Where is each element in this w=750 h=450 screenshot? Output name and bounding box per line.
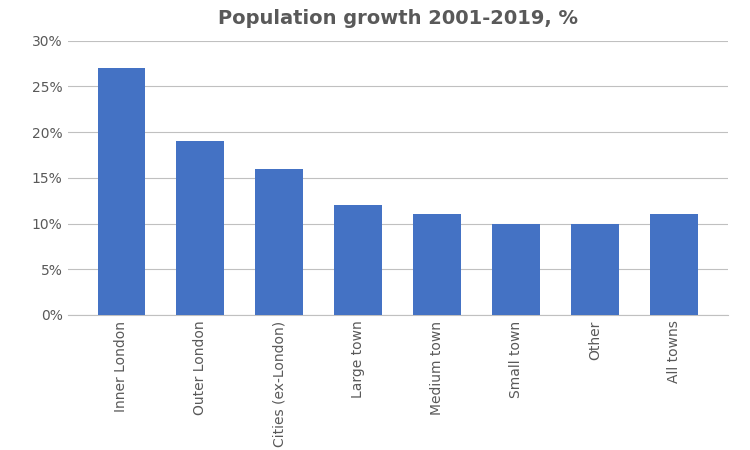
Bar	[334, 205, 382, 315]
Bar	[492, 224, 539, 315]
Bar	[176, 141, 224, 315]
Bar	[572, 224, 619, 315]
Bar	[413, 214, 460, 315]
Title: Population growth 2001-2019, %: Population growth 2001-2019, %	[217, 9, 578, 28]
Bar	[256, 169, 303, 315]
Bar	[98, 68, 145, 315]
Bar	[650, 214, 698, 315]
